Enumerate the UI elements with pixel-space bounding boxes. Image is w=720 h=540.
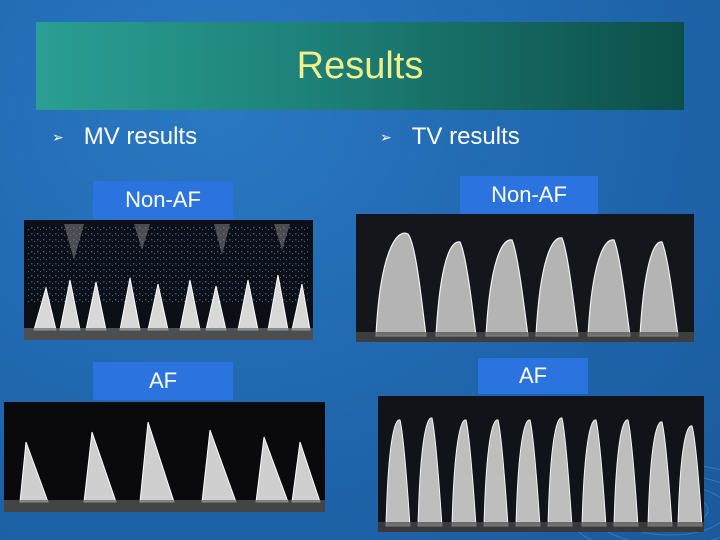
label-mv-af: AF bbox=[93, 362, 233, 400]
doppler-image-mv-non-af bbox=[24, 220, 313, 340]
label-text: Non-AF bbox=[491, 182, 567, 207]
tv-results-heading: TV results bbox=[411, 123, 520, 150]
mv-results-heading: MV results bbox=[83, 123, 198, 150]
arrow-bullet-icon: ➢ bbox=[380, 128, 392, 145]
label-mv-non-af: Non-AF bbox=[93, 181, 233, 219]
doppler-image-tv-non-af bbox=[356, 214, 694, 342]
title-bar: Results bbox=[36, 22, 684, 110]
doppler-image-mv-af bbox=[4, 402, 325, 512]
doppler-image-tv-af bbox=[378, 396, 704, 532]
slide-title: Results bbox=[296, 44, 424, 87]
bullet-mv-results: ➢ MV results bbox=[52, 123, 197, 151]
label-tv-non-af: Non-AF bbox=[460, 176, 598, 214]
label-text: AF bbox=[148, 368, 178, 393]
bullet-tv-results: ➢ TV results bbox=[380, 123, 520, 151]
label-tv-af: AF bbox=[478, 358, 588, 394]
label-text: Non-AF bbox=[125, 187, 201, 212]
arrow-bullet-icon: ➢ bbox=[52, 128, 64, 145]
label-text: AF bbox=[518, 363, 548, 388]
